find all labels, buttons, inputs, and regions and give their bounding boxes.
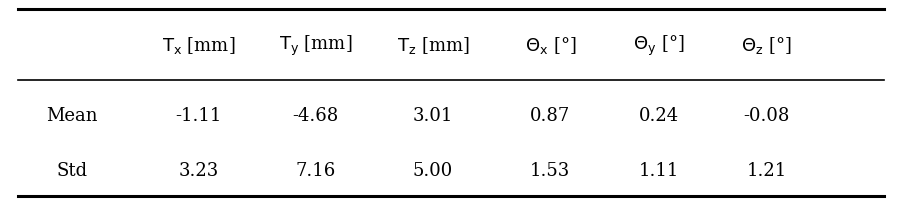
Text: 1.11: 1.11 (639, 161, 678, 179)
Text: 7.16: 7.16 (296, 161, 336, 179)
Text: $\mathrm{T_x}$ [mm]: $\mathrm{T_x}$ [mm] (161, 35, 235, 56)
Text: $\mathrm{\Theta_z}$ [°]: $\mathrm{\Theta_z}$ [°] (741, 35, 792, 56)
Text: -1.11: -1.11 (175, 106, 222, 124)
Text: 5.00: 5.00 (413, 161, 453, 179)
Text: 3.23: 3.23 (179, 161, 218, 179)
Text: $\mathrm{T_y}$ [mm]: $\mathrm{T_y}$ [mm] (279, 33, 353, 58)
Text: Std: Std (57, 161, 87, 179)
Text: $\mathrm{T_z}$ [mm]: $\mathrm{T_z}$ [mm] (397, 35, 469, 56)
Text: -0.08: -0.08 (743, 106, 790, 124)
Text: -4.68: -4.68 (292, 106, 339, 124)
Text: 0.24: 0.24 (639, 106, 678, 124)
Text: 1.21: 1.21 (747, 161, 787, 179)
Text: $\mathrm{\Theta_x}$ [°]: $\mathrm{\Theta_x}$ [°] (524, 35, 576, 56)
Text: 3.01: 3.01 (413, 106, 453, 124)
Text: 0.87: 0.87 (530, 106, 570, 124)
Text: 1.53: 1.53 (530, 161, 570, 179)
Text: Mean: Mean (46, 106, 98, 124)
Text: $\mathrm{\Theta_y}$ [°]: $\mathrm{\Theta_y}$ [°] (632, 33, 685, 58)
